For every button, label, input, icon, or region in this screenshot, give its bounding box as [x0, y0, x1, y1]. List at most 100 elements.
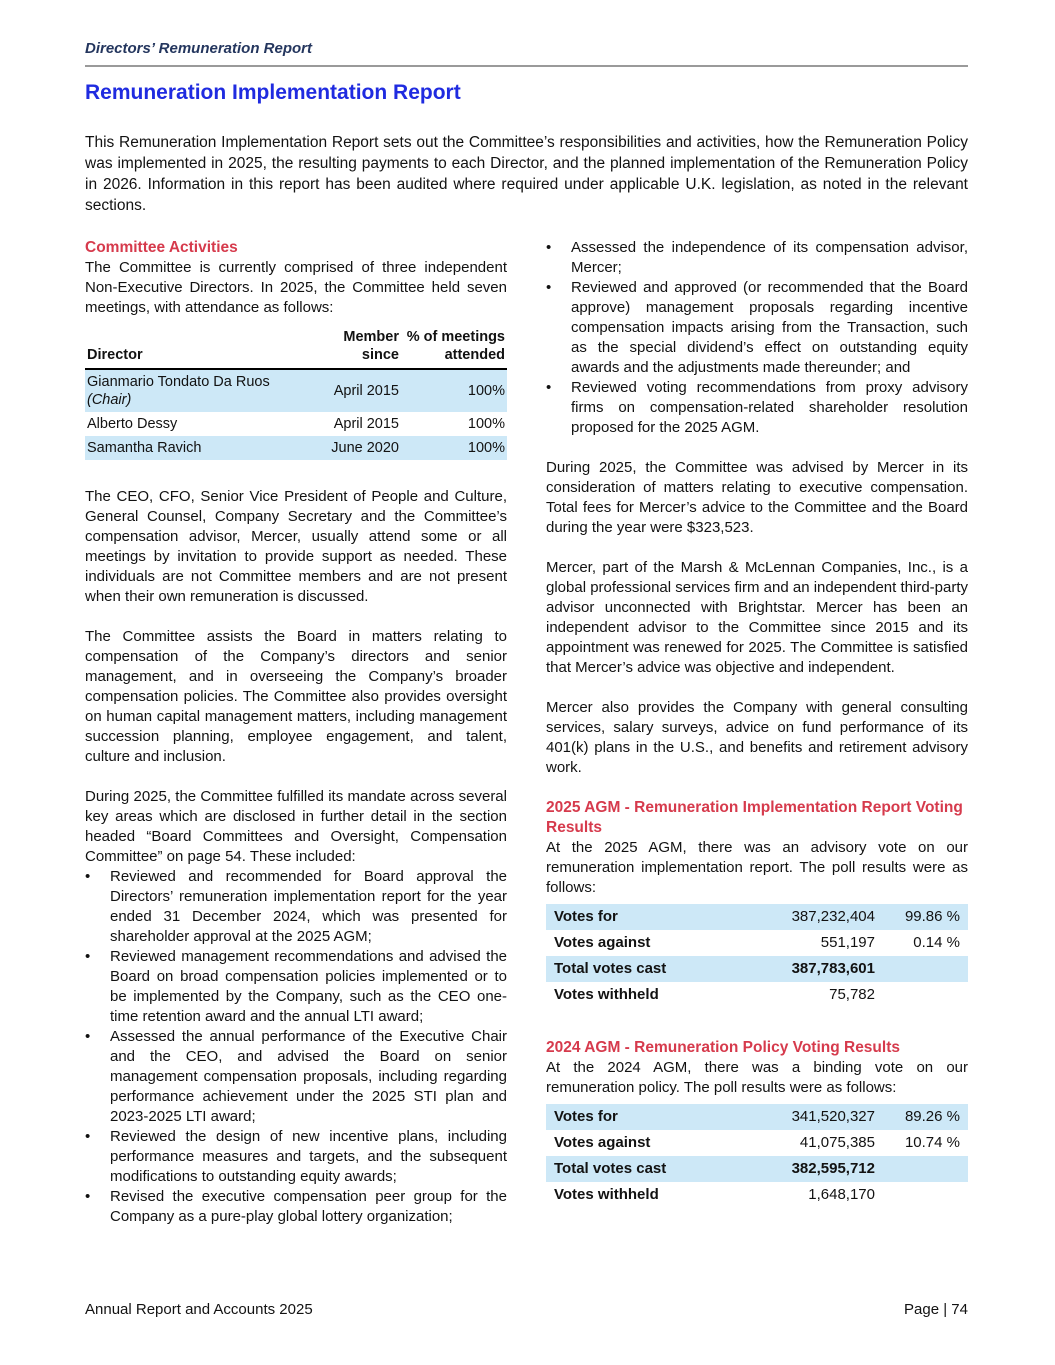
intro-paragraph: This Remuneration Implementation Report … [85, 134, 968, 214]
agm-2025-intro-paragraph: At the 2025 AGM, there was an advisory v… [546, 839, 968, 896]
attended-value: 100% [467, 383, 505, 399]
footer-report-name: Annual Report and Accounts 2025 [85, 1301, 313, 1318]
bullet-text: Reviewed and approved (or recommended th… [571, 279, 968, 376]
page-footer: Annual Report and Accounts 2025 Page | 7… [85, 1300, 968, 1320]
list-item: • Reviewed and approved (or recommended … [546, 278, 968, 378]
list-item: • Reviewed voting recommendations from p… [546, 378, 968, 438]
agm-2024-intro-paragraph: At the 2024 AGM, there was a binding vot… [546, 1059, 968, 1096]
member-since-value: April 2015 [333, 383, 399, 399]
header-attended: % of meetings attended [401, 328, 507, 370]
member-since-value: June 2020 [331, 440, 399, 456]
bullet-marker: • [546, 379, 552, 396]
bullet-text: Reviewed voting recommendations from pro… [571, 379, 968, 436]
header-member-since: Member since [309, 328, 401, 370]
table-row: Votes against 41,075,385 10.74 % [546, 1130, 968, 1156]
vote-row-label: Votes withheld [554, 986, 659, 1003]
report-section-eyebrow: Directors’ Remuneration Report [85, 40, 968, 67]
vote-row-label: Total votes cast [554, 960, 667, 977]
attendance-table: Director Member since % of meetings atte… [85, 328, 507, 460]
director-name-text: Gianmario Tondato Da Ruos [87, 374, 270, 390]
table-row: Votes against 551,197 0.14 % [546, 930, 968, 956]
heading-2024-agm-voting: 2024 AGM - Remuneration Policy Voting Re… [546, 1039, 900, 1056]
vote-row-value: 341,520,327 [791, 1108, 875, 1125]
table-row: Votes for 341,520,327 89.26 % [546, 1104, 968, 1130]
bullet-text: Reviewed and recommended for Board appro… [110, 868, 507, 945]
footer-page-number: Page | 74 [904, 1301, 968, 1318]
voting-table-2025: Votes for 387,232,404 99.86 % Votes agai… [546, 904, 968, 1008]
committee-intro-paragraph: The Committee is currently comprised of … [85, 259, 507, 316]
bullet-marker: • [85, 1028, 91, 1045]
vote-row-percent: 10.74 % [904, 1134, 960, 1151]
vote-row-label: Total votes cast [554, 1160, 667, 1177]
vote-row-percent [875, 959, 960, 979]
attended-value: 100% [467, 416, 505, 432]
table-row: Gianmario Tondato Da Ruos (Chair) April … [85, 369, 507, 412]
table-row: Votes withheld 1,648,170 [546, 1182, 968, 1208]
heading-2025-agm-voting: 2025 AGM - Remuneration Implementation R… [546, 799, 963, 836]
vote-row-value: 382,595,712 [791, 1160, 875, 1177]
attendees-paragraph: The CEO, CFO, Senior Vice President of P… [85, 488, 507, 605]
director-name-text: Alberto Dessy [87, 416, 178, 432]
member-since-value: April 2015 [333, 416, 399, 432]
vote-row-value: 387,783,601 [791, 960, 875, 977]
chair-note: (Chair) [87, 392, 132, 408]
bullet-text: Assessed the independence of its compens… [571, 239, 968, 276]
table-row: Alberto Dessy April 2015 100% [85, 412, 507, 436]
bullet-text: Reviewed the design of new incentive pla… [110, 1128, 507, 1185]
vote-row-value: 41,075,385 [799, 1134, 875, 1151]
list-item: • Revised the executive compensation pee… [85, 1187, 507, 1227]
vote-row-label: Votes withheld [554, 1186, 659, 1203]
activities-bullet-list-left: • Reviewed and recommended for Board app… [85, 867, 507, 1227]
attended-value: 100% [467, 440, 505, 456]
list-item: • Reviewed management recommendations an… [85, 947, 507, 1027]
vote-row-percent: 89.26 % [904, 1108, 960, 1125]
vote-row-percent [875, 1159, 960, 1179]
committee-role-paragraph: The Committee assists the Board in matte… [85, 628, 507, 765]
voting-table-2024: Votes for 341,520,327 89.26 % Votes agai… [546, 1104, 968, 1208]
vote-row-percent: 99.86 % [904, 908, 960, 925]
bullet-text: Reviewed management recommendations and … [110, 948, 507, 1025]
bullet-marker: • [85, 868, 91, 885]
attendance-header-row: Director Member since % of meetings atte… [85, 328, 507, 370]
vote-row-label: Votes for [554, 908, 618, 925]
director-name: Samantha Ravich [85, 436, 309, 460]
right-column: • Assessed the independence of its compe… [546, 238, 968, 1227]
table-row: Samantha Ravich June 2020 100% [85, 436, 507, 460]
vote-row-percent: 0.14 % [913, 934, 960, 951]
bullet-marker: • [546, 239, 552, 256]
vote-row-value: 551,197 [820, 934, 875, 951]
director-name: Gianmario Tondato Da Ruos (Chair) [85, 369, 309, 412]
left-column: Committee Activities The Committee is cu… [85, 238, 507, 1227]
list-item: • Reviewed and recommended for Board app… [85, 867, 507, 947]
heading-committee-activities: Committee Activities [85, 239, 238, 256]
table-row: Votes withheld 75,782 [546, 982, 968, 1008]
vote-row-label: Votes against [554, 934, 651, 951]
vote-row-value: 387,232,404 [791, 908, 875, 925]
vote-row-percent [875, 1185, 960, 1205]
header-director: Director [85, 328, 309, 370]
list-item: • Assessed the independence of its compe… [546, 238, 968, 278]
mandate-paragraph: During 2025, the Committee fulfilled its… [85, 788, 507, 865]
bullet-text: Assessed the annual performance of the E… [110, 1028, 507, 1125]
vote-row-label: Votes against [554, 1134, 651, 1151]
bullet-marker: • [85, 1128, 91, 1145]
advisor-services-paragraph: Mercer also provides the Company with ge… [546, 699, 968, 776]
bullet-text: Revised the executive compensation peer … [110, 1188, 507, 1225]
table-row: Total votes cast 387,783,601 [546, 956, 968, 982]
two-column-body: Committee Activities The Committee is cu… [85, 238, 968, 1227]
director-name: Alberto Dessy [85, 412, 309, 436]
list-item: • Reviewed the design of new incentive p… [85, 1127, 507, 1187]
vote-row-value: 1,648,170 [808, 1186, 875, 1203]
activities-bullet-list-right: • Assessed the independence of its compe… [546, 238, 968, 438]
advisor-fees-paragraph: During 2025, the Committee was advised b… [546, 459, 968, 536]
director-name-text: Samantha Ravich [87, 440, 202, 456]
vote-row-label: Votes for [554, 1108, 618, 1125]
bullet-marker: • [85, 1188, 91, 1205]
list-item: • Assessed the annual performance of the… [85, 1027, 507, 1127]
advisor-mercer-paragraph: Mercer, part of the Marsh & McLennan Com… [546, 559, 968, 676]
table-row: Votes for 387,232,404 99.86 % [546, 904, 968, 930]
table-row: Total votes cast 382,595,712 [546, 1156, 968, 1182]
bullet-marker: • [546, 279, 552, 296]
bullet-marker: • [85, 948, 91, 965]
